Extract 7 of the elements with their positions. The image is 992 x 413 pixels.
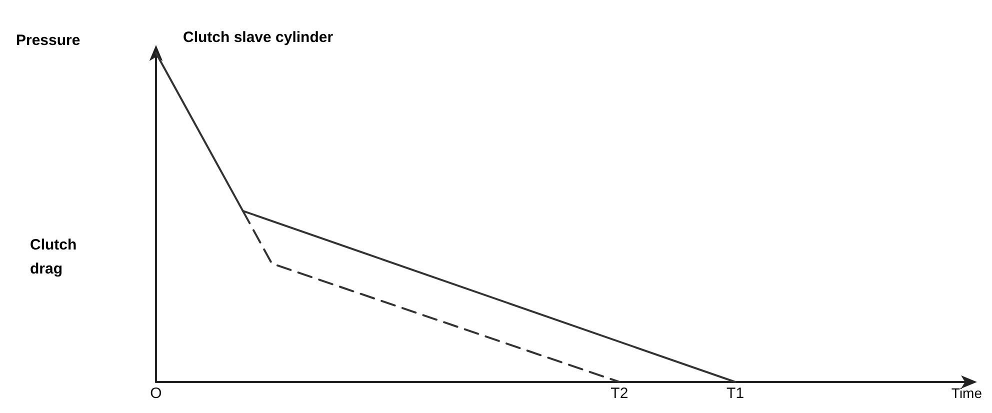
text: Clutch drag (30, 236, 77, 278)
x-tick-label: T2 (610, 385, 628, 402)
x-tick-label: T1 (726, 385, 744, 402)
x-axis-title: Time (951, 385, 982, 401)
chart-title: Clutch slave cylinder (183, 29, 334, 46)
x-tick-label: O (150, 385, 162, 402)
y-axis-title: Pressure (16, 32, 80, 49)
